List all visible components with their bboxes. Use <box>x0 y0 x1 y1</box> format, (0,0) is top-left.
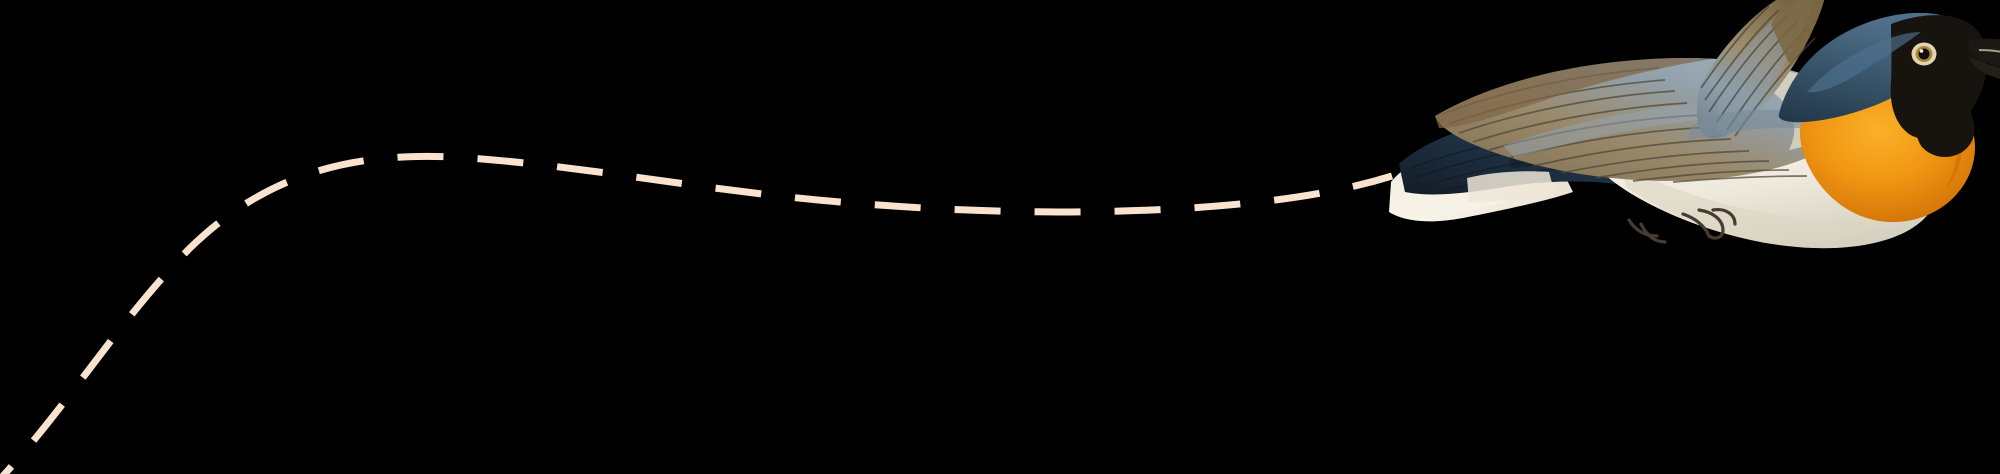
flight-trail-path <box>0 152 1394 474</box>
